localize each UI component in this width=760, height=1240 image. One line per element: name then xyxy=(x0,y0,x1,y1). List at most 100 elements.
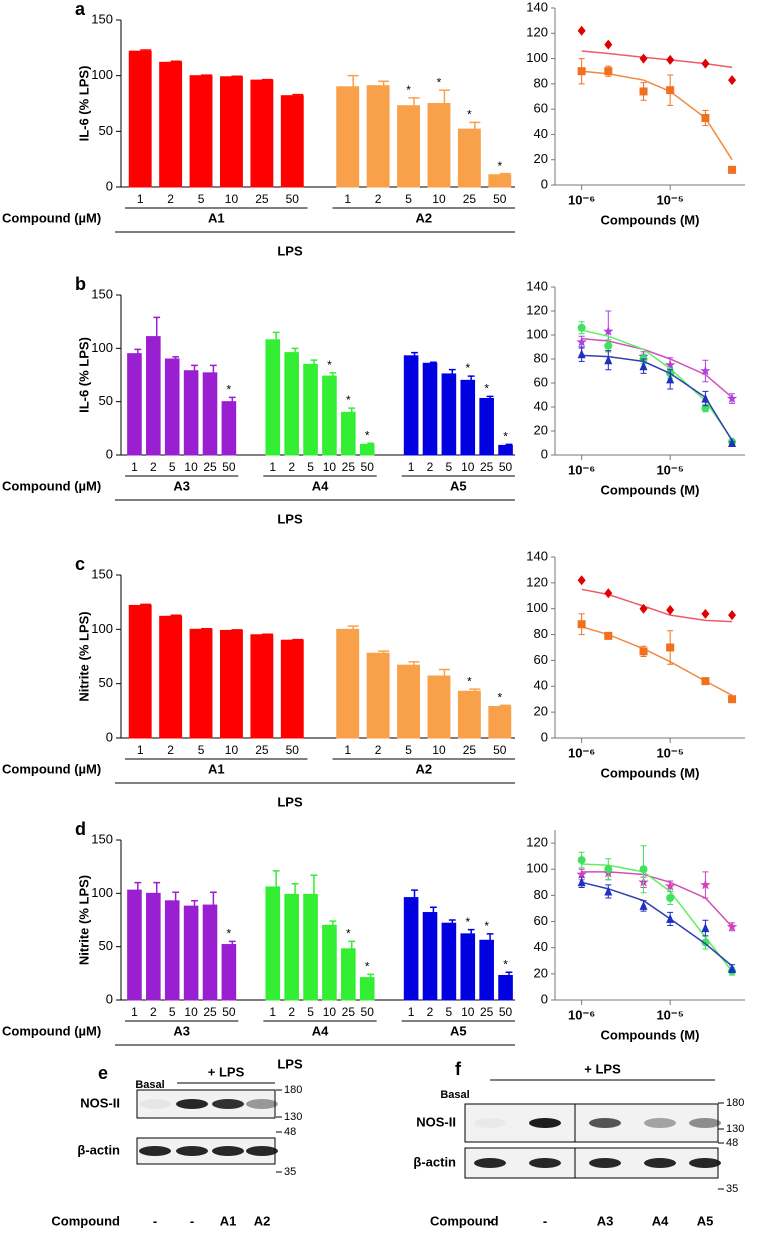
y-tick-label: 0 xyxy=(106,991,113,1006)
error-bar xyxy=(448,919,456,924)
panel-letter: b xyxy=(75,274,86,294)
marker xyxy=(728,963,737,973)
band xyxy=(529,1158,561,1168)
y-tick-label: 140 xyxy=(526,548,548,563)
marker xyxy=(666,54,675,65)
x-tick-label: 2 xyxy=(167,192,174,206)
x-tick-label: 50 xyxy=(361,460,375,474)
error-bar xyxy=(153,881,161,894)
bar xyxy=(284,352,299,456)
y-tick-label: 150 xyxy=(91,11,113,26)
size-marker: 48 xyxy=(284,1126,296,1138)
band xyxy=(529,1118,561,1128)
x-tick-label: 25 xyxy=(480,1005,494,1019)
group-label: A4 xyxy=(312,1023,329,1038)
y-tick-label: 50 xyxy=(99,675,113,690)
band xyxy=(474,1158,506,1168)
y-tick-label: 100 xyxy=(526,50,548,65)
bar xyxy=(427,103,451,188)
x-tick-label: 5 xyxy=(307,1005,314,1019)
x-tick-label: 10 xyxy=(461,460,475,474)
marker xyxy=(577,877,586,887)
error-bar xyxy=(134,881,142,891)
row-label: NOS-II xyxy=(416,1114,456,1129)
y-tick-label: 150 xyxy=(91,286,113,301)
error-bar xyxy=(191,364,198,371)
x-axis-label: Compounds (M) xyxy=(601,765,700,780)
band xyxy=(644,1118,676,1128)
bar xyxy=(159,61,183,188)
bar xyxy=(498,444,513,456)
row-label: NOS-II xyxy=(80,1095,120,1110)
bar xyxy=(359,443,375,456)
error-bar xyxy=(231,75,243,77)
fit-line xyxy=(581,626,733,696)
error-bar xyxy=(430,361,437,364)
marker xyxy=(701,677,710,686)
error-bar xyxy=(467,928,475,934)
x-tick-label: 2 xyxy=(427,1005,434,1019)
lane-label: A1 xyxy=(220,1213,237,1228)
bar xyxy=(479,939,494,1001)
x-tick-label: 1 xyxy=(131,1005,138,1019)
marker xyxy=(577,856,586,865)
error-bar xyxy=(210,364,217,373)
x-tick-label: 1 xyxy=(131,460,138,474)
error-bar xyxy=(310,874,318,895)
y-tick-label: 140 xyxy=(526,278,548,293)
marker xyxy=(664,359,676,370)
group-label: A3 xyxy=(173,1023,190,1038)
error-bar xyxy=(201,628,212,630)
error-bar xyxy=(367,442,375,445)
size-marker: 35 xyxy=(284,1166,296,1178)
x-axis-label: Compounds (M) xyxy=(601,212,700,227)
x-tick-label: 50 xyxy=(361,1005,375,1019)
x-tick-label: 2 xyxy=(288,460,295,474)
y-tick-label: 80 xyxy=(534,626,548,641)
y-tick-label: 40 xyxy=(534,398,548,413)
x-tick-label: 50 xyxy=(286,743,300,757)
y-tick-label: 40 xyxy=(534,939,548,954)
marker xyxy=(726,921,738,932)
treatment-label: LPS xyxy=(277,794,303,809)
x-tick-label: 25 xyxy=(342,1005,356,1019)
bar xyxy=(403,897,419,1001)
marker xyxy=(700,879,711,890)
bar xyxy=(457,690,481,739)
significance: * xyxy=(227,927,232,941)
band xyxy=(474,1118,506,1128)
bar xyxy=(460,933,476,1001)
fit-line xyxy=(581,329,733,440)
bar xyxy=(189,75,213,188)
bar xyxy=(303,363,318,456)
error-bar xyxy=(499,704,511,707)
band xyxy=(139,1146,171,1156)
x-tick-label: 25 xyxy=(203,460,217,474)
bar xyxy=(146,336,161,456)
x-tick-label: 5 xyxy=(405,192,412,206)
marker xyxy=(701,58,710,69)
band xyxy=(689,1118,721,1128)
y-tick-label: 60 xyxy=(534,913,548,928)
size-marker: 180 xyxy=(726,1097,744,1109)
y-tick-label: 50 xyxy=(99,938,113,953)
bar xyxy=(250,79,274,188)
bar xyxy=(128,604,152,739)
group-label: A1 xyxy=(208,761,225,776)
marker xyxy=(666,374,675,384)
x-tick-label: 5 xyxy=(198,743,205,757)
bar xyxy=(341,411,356,456)
significance: * xyxy=(484,382,489,396)
marker xyxy=(701,923,710,933)
x-tick-label: 25 xyxy=(463,743,477,757)
treatment-label: + LPS xyxy=(584,1061,621,1076)
group-label: A2 xyxy=(415,761,432,776)
error-bar xyxy=(153,316,161,337)
marker xyxy=(604,865,613,874)
bar xyxy=(488,705,512,739)
y-axis-label: IL-6 (% LPS) xyxy=(76,66,91,142)
group-label: A5 xyxy=(450,1023,467,1038)
error-bar xyxy=(134,348,142,354)
y-tick-label: 0 xyxy=(106,729,113,744)
band xyxy=(589,1118,621,1128)
